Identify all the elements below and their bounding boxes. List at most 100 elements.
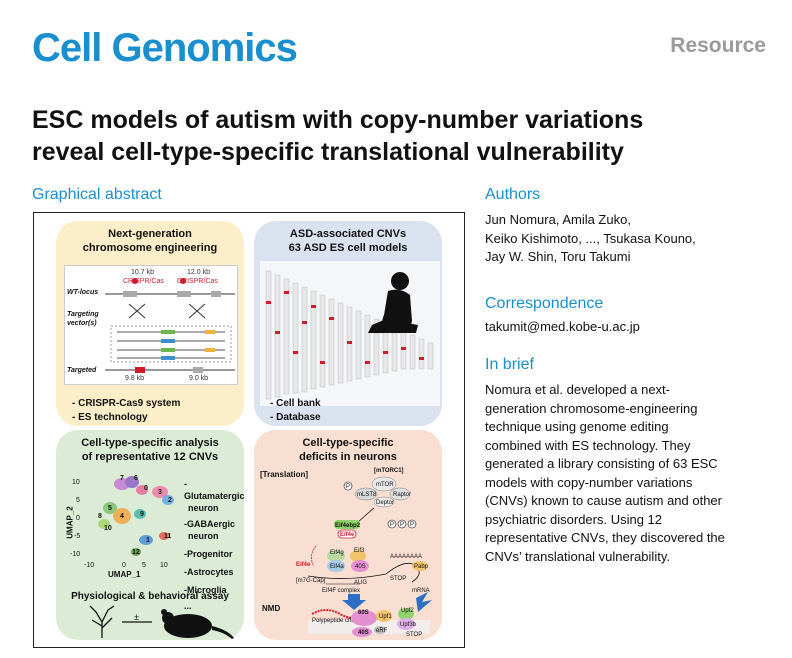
authors-list: Jun Nomura, Amila Zuko, Keiko Kishimoto,… <box>485 211 696 267</box>
authors-heading: Authors <box>485 186 541 203</box>
xtick-neg10: -10 <box>84 562 95 569</box>
title-line-2: reveal cell-type-specific translational … <box>32 138 624 166</box>
graphical-abstract-label: Graphical abstract <box>32 186 162 203</box>
chromosome-ideogram-graphic <box>260 261 440 406</box>
svg-text:Upf2: Upf2 <box>401 608 414 614</box>
article-title: ESC models of autism with copy-number va… <box>32 104 772 168</box>
crispr-label-1: CRISPR/Cas <box>123 278 164 285</box>
svg-text:P: P <box>346 484 350 490</box>
celltype-legend: -Glutamatergic neuron -GABAergic neuron … <box>184 479 245 611</box>
svg-text:P: P <box>410 522 414 528</box>
neuron-and-mouse-graphic: ± <box>89 605 234 639</box>
svg-text:P: P <box>400 522 404 528</box>
len-label-1: 10.7 kb <box>131 269 154 276</box>
article-type-label: Resource <box>670 34 766 57</box>
construct-schematic-graphic <box>105 278 235 373</box>
correspondence-email[interactable]: takumit@med.kobe-u.ac.jp <box>485 319 640 334</box>
graphical-abstract-figure: Next-generation chromosome engineering 1… <box>33 212 465 648</box>
panel3-title-line1: Cell-type-specific analysis <box>81 437 219 449</box>
svg-text:Eif4e: Eif4e <box>340 532 355 538</box>
umap-xlabel: UMAP_1 <box>108 570 141 579</box>
svg-text:40S: 40S <box>358 630 369 636</box>
cluster-label: 6 <box>134 475 138 482</box>
assay-title: Physiological & behavioral assay <box>71 591 229 602</box>
cluster-label: 10 <box>104 525 112 532</box>
svg-text:STOP: STOP <box>406 632 422 638</box>
panel-cell-type-analysis: Cell-type-specific analysis of represent… <box>56 430 245 640</box>
panel2-title-line1: ASD-associated CNVs <box>289 228 407 240</box>
journal-logo: Cell Genomics <box>32 26 298 70</box>
cluster-label: 1 <box>146 537 150 544</box>
svg-text:Eif4ebp2: Eif4ebp2 <box>335 523 361 529</box>
svg-text:Raptor: Raptor <box>393 492 411 498</box>
cluster-label: 2 <box>168 497 172 504</box>
cluster-label: 9 <box>140 511 144 518</box>
svg-text:mTOR: mTOR <box>376 482 394 488</box>
targeting-label: Targeting <box>67 311 99 318</box>
cluster-label: 11 <box>164 533 172 540</box>
panel-asd-cnvs: ASD-associated CNVs 63 ASD ES cell model… <box>254 221 442 426</box>
cluster-label: 3 <box>158 489 162 496</box>
svg-text:40S: 40S <box>355 564 366 570</box>
ytick-neg10: -10 <box>70 551 81 558</box>
panel3-title-line2: of representative 12 CNVs <box>81 451 219 463</box>
panel-neuronal-deficits: Cell-type-specific deficits in neurons [… <box>254 430 442 640</box>
len-label-2: 12.0 kb <box>187 269 210 276</box>
svg-text:STOP: STOP <box>390 576 406 582</box>
svg-text:±: ± <box>134 612 139 622</box>
len-label-4: 9.0 kb <box>189 375 209 382</box>
xtick-0: 0 <box>122 562 126 569</box>
svg-text:Upf1: Upf1 <box>379 614 392 620</box>
authors-line: Jun Nomura, Amila Zuko, <box>485 212 631 227</box>
panel2-bullet-database: - Database <box>270 412 321 423</box>
correspondence-heading: Correspondence <box>485 295 604 312</box>
nmd-label: NMD <box>262 604 281 613</box>
umap-scatter-graphic: 7 6 0 3 2 5 8 4 9 10 1 11 12 <box>98 475 174 556</box>
construct-diagram: 10.7 kb 12.0 kb CRISPR/Cas CRISPR/Cas WT… <box>64 265 238 385</box>
panel-chromosome-engineering: Next-generation chromosome engineering 1… <box>56 221 244 426</box>
vector-label: vector(s) <box>67 320 97 327</box>
cluster-label: 7 <box>120 475 124 482</box>
svg-text:Eif3: Eif3 <box>354 548 365 554</box>
ytick-5: 5 <box>76 497 80 504</box>
authors-line: Jay W. Shin, Toru Takumi <box>485 249 631 264</box>
xtick-5: 5 <box>142 562 146 569</box>
svg-text:AAAAAAAA: AAAAAAAA <box>390 554 422 560</box>
ytick-0: 0 <box>76 515 80 522</box>
svg-text:Pabp: Pabp <box>414 564 429 570</box>
svg-text:Eif4g: Eif4g <box>330 550 344 556</box>
svg-text:mRNA: mRNA <box>412 588 430 594</box>
panel2-bullet-cellbank: - Cell bank <box>270 398 321 409</box>
svg-text:AUG: AUG <box>354 580 367 586</box>
cluster-label: 8 <box>98 513 102 520</box>
in-brief-heading: In brief <box>485 356 534 373</box>
translation-label: [Translation] <box>260 470 309 479</box>
panel1-bullet-crispr: - CRISPR-Cas9 system <box>72 398 181 409</box>
panel1-title-line2: chromosome engineering <box>82 242 218 254</box>
crispr-label-2: CRISPR/Cas <box>177 278 218 285</box>
len-label-3: 9.8 kb <box>125 375 145 382</box>
svg-text:60S: 60S <box>358 610 369 616</box>
wt-locus-label: WT-locus <box>67 289 99 296</box>
nmd-ribosome-graphic: Polypeptide chain 60S 40S Upf1 Upf2 Upf3… <box>308 592 432 638</box>
ytick-neg5: -5 <box>74 533 81 540</box>
panel1-title-line1: Next-generation <box>108 228 192 240</box>
svg-text:Eif4e: Eif4e <box>296 562 311 568</box>
xtick-10: 10 <box>160 562 168 569</box>
svg-text:Polypeptide chain: Polypeptide chain <box>312 618 359 624</box>
panel1-bullet-es: - ES technology <box>72 412 148 423</box>
svg-text:[m7G-Cap]: [m7G-Cap] <box>296 578 326 584</box>
svg-text:Upf3b: Upf3b <box>400 622 417 628</box>
cluster-label: 0 <box>144 485 148 492</box>
title-line-1: ESC models of autism with copy-number va… <box>32 106 644 134</box>
svg-text:[mTORC1]: [mTORC1] <box>374 468 404 474</box>
translation-pathway-graphic: [mTORC1] mTOR mLST8 Raptor Deptor P Eif4… <box>296 468 430 594</box>
svg-text:P: P <box>390 522 394 528</box>
svg-text:Deptor: Deptor <box>376 500 394 506</box>
in-brief-text: Nomura et al. developed a next- generati… <box>485 382 725 564</box>
svg-text:Eif4a: Eif4a <box>330 564 344 570</box>
ytick-10: 10 <box>72 479 80 486</box>
panel2-title-line2: 63 ASD ES cell models <box>288 242 408 254</box>
cluster-label: 12 <box>132 549 140 556</box>
targeted-label: Targeted <box>67 367 97 374</box>
